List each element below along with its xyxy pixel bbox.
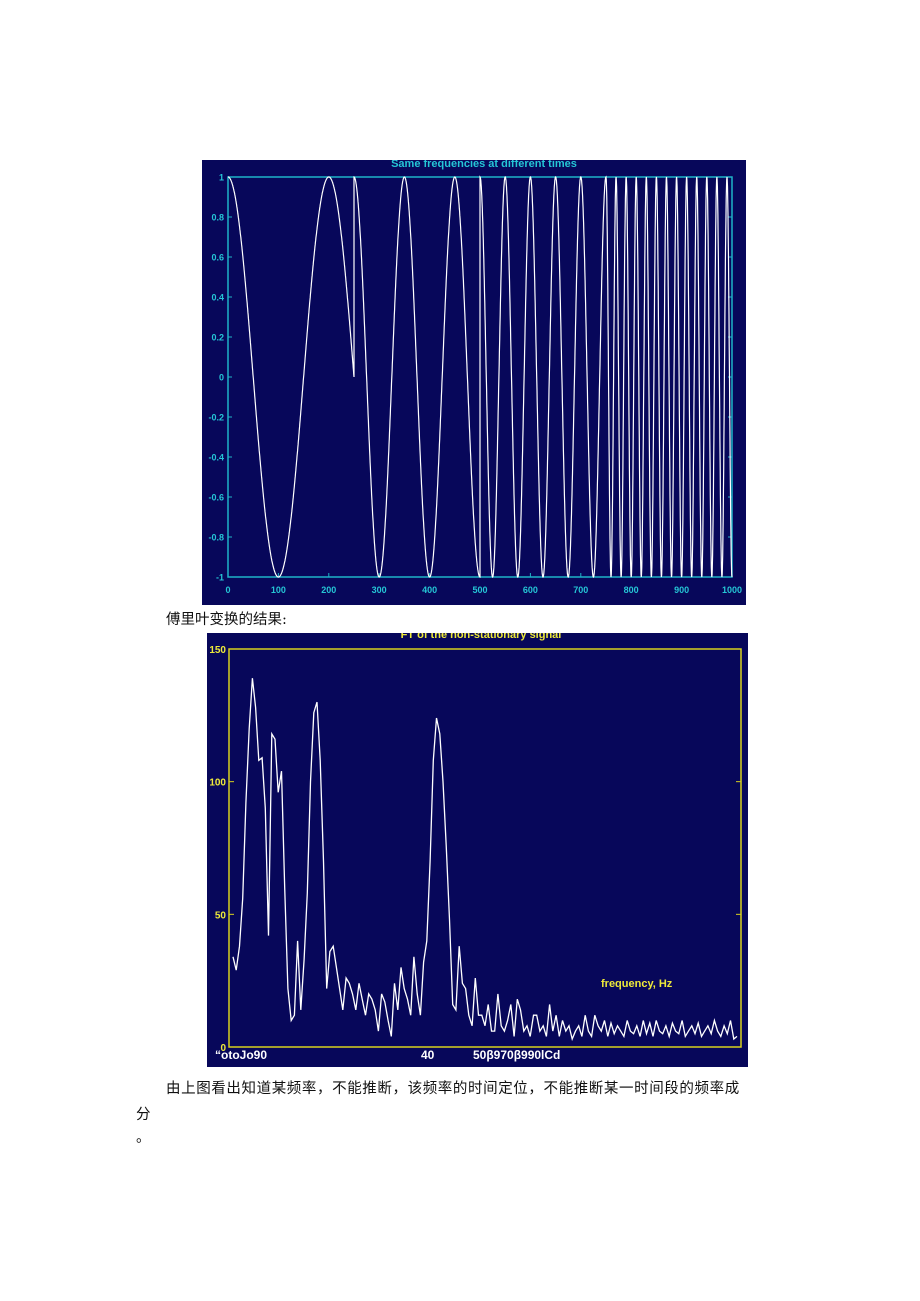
y-tick-label: -1 [216, 573, 224, 583]
y-tick-label: -0.8 [208, 533, 224, 543]
frequency-annotation: frequency, Hz [601, 978, 673, 990]
chart-title: FT of the non-stationary signal [401, 633, 562, 641]
y-tick-label: 0.4 [211, 293, 224, 303]
y-tick-label: 0 [219, 373, 224, 383]
y-tick-label: 50 [215, 910, 227, 921]
body-text-line: 由上图看出知道某频率，不能推断，该频率的时间定位，不能推断某一时间段的频率成 [166, 1079, 740, 1099]
y-tick-label: 1 [219, 173, 224, 183]
y-tick-label: 0.8 [211, 213, 224, 223]
y-tick-label: -0.6 [208, 493, 224, 503]
y-tick-label: 0.2 [211, 333, 224, 343]
x-tick-label: 800 [624, 585, 639, 595]
x-tick-label: 600 [523, 585, 538, 595]
y-tick-label: 0.6 [211, 253, 224, 263]
body-text-line: 。 [136, 1128, 151, 1148]
x-tick-label: 300 [372, 585, 387, 595]
x-tick-label: 50β970β990lCd [473, 1048, 560, 1062]
x-tick-label: 500 [472, 585, 487, 595]
chart-title: Same frequencies at different times [391, 160, 577, 170]
x-tick-label: “otoJo90 [215, 1048, 267, 1062]
x-tick-label: 40 [421, 1048, 435, 1062]
x-tick-label: 900 [674, 585, 689, 595]
x-tick-label: 200 [321, 585, 336, 595]
figure-fourier-transform: FT of the non-stationary signal 150 100 50… [207, 633, 748, 1067]
figure-caption: 傅里叶变换的结果: [166, 610, 287, 630]
figure-same-frequencies: Same frequencies at different times 1 0.8… [202, 160, 746, 605]
y-tick-label: 100 [209, 778, 226, 789]
x-tick-label: 700 [573, 585, 588, 595]
x-tick-label: 1000 [722, 585, 742, 595]
y-tick-label: 150 [209, 645, 226, 656]
body-text-line: 分 [136, 1105, 151, 1125]
x-tick-label: 100 [271, 585, 286, 595]
x-tick-label: 400 [422, 585, 437, 595]
y-tick-label: -0.4 [208, 453, 224, 463]
y-tick-label: -0.2 [208, 413, 224, 423]
x-tick-label: 0 [225, 585, 230, 595]
